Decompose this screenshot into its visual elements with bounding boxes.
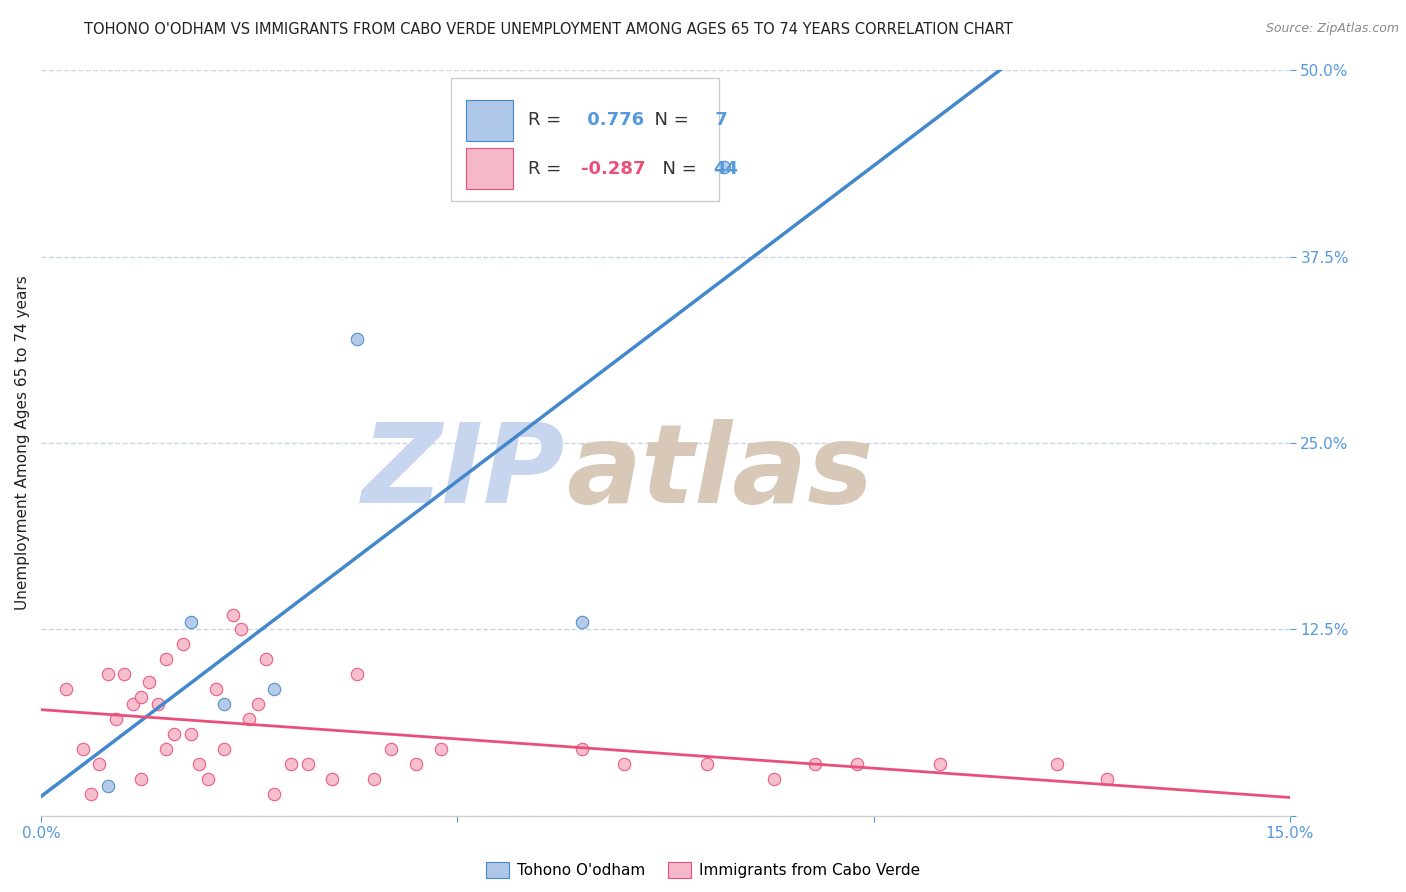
FancyBboxPatch shape	[451, 78, 720, 201]
Point	[97, 779, 120, 793]
Text: R =: R =	[529, 112, 567, 129]
Point	[238, 712, 260, 726]
Point	[696, 756, 718, 771]
Text: atlas: atlas	[565, 419, 873, 526]
Point	[112, 667, 135, 681]
Point	[121, 697, 143, 711]
Point	[105, 712, 128, 726]
Point	[138, 674, 160, 689]
Point	[229, 623, 252, 637]
Text: 0.776: 0.776	[581, 112, 644, 129]
Point	[221, 607, 243, 622]
Point	[188, 756, 211, 771]
Text: Source: ZipAtlas.com: Source: ZipAtlas.com	[1265, 22, 1399, 36]
Point	[804, 756, 827, 771]
Point	[254, 652, 277, 666]
Point	[363, 772, 385, 786]
Point	[55, 682, 77, 697]
Point	[346, 667, 368, 681]
Point	[146, 697, 169, 711]
Point	[129, 772, 152, 786]
Point	[263, 787, 285, 801]
Point	[346, 332, 368, 346]
Point	[713, 160, 735, 174]
Point	[72, 741, 94, 756]
Point	[380, 741, 402, 756]
Point	[1095, 772, 1118, 786]
Point	[929, 756, 952, 771]
Point	[180, 615, 202, 629]
Point	[429, 741, 451, 756]
Point	[762, 772, 785, 786]
Point	[613, 756, 636, 771]
Point	[297, 756, 319, 771]
Point	[246, 697, 269, 711]
Point	[214, 741, 236, 756]
Text: TOHONO O'ODHAM VS IMMIGRANTS FROM CABO VERDE UNEMPLOYMENT AMONG AGES 65 TO 74 YE: TOHONO O'ODHAM VS IMMIGRANTS FROM CABO V…	[84, 22, 1014, 37]
Point	[571, 741, 593, 756]
Point	[571, 615, 593, 629]
Point	[172, 637, 194, 651]
Point	[155, 741, 177, 756]
Point	[214, 697, 236, 711]
Point	[89, 756, 111, 771]
Point	[405, 756, 427, 771]
Point	[263, 682, 285, 697]
Text: 7: 7	[709, 112, 728, 129]
Point	[321, 772, 343, 786]
Point	[205, 682, 228, 697]
Point	[197, 772, 219, 786]
Point	[155, 652, 177, 666]
Text: N =: N =	[643, 112, 695, 129]
Point	[180, 727, 202, 741]
Text: N =: N =	[651, 160, 702, 178]
FancyBboxPatch shape	[465, 100, 513, 141]
Text: 44: 44	[713, 160, 738, 178]
Text: ZIP: ZIP	[363, 419, 565, 526]
Point	[280, 756, 302, 771]
Point	[97, 667, 120, 681]
Point	[163, 727, 186, 741]
Legend: Tohono O'odham, Immigrants from Cabo Verde: Tohono O'odham, Immigrants from Cabo Ver…	[481, 856, 925, 884]
Point	[1046, 756, 1069, 771]
Point	[846, 756, 869, 771]
FancyBboxPatch shape	[465, 148, 513, 189]
Y-axis label: Unemployment Among Ages 65 to 74 years: Unemployment Among Ages 65 to 74 years	[15, 276, 30, 610]
Point	[129, 690, 152, 704]
Text: -0.287: -0.287	[581, 160, 645, 178]
Text: R =: R =	[529, 160, 567, 178]
Point	[80, 787, 103, 801]
